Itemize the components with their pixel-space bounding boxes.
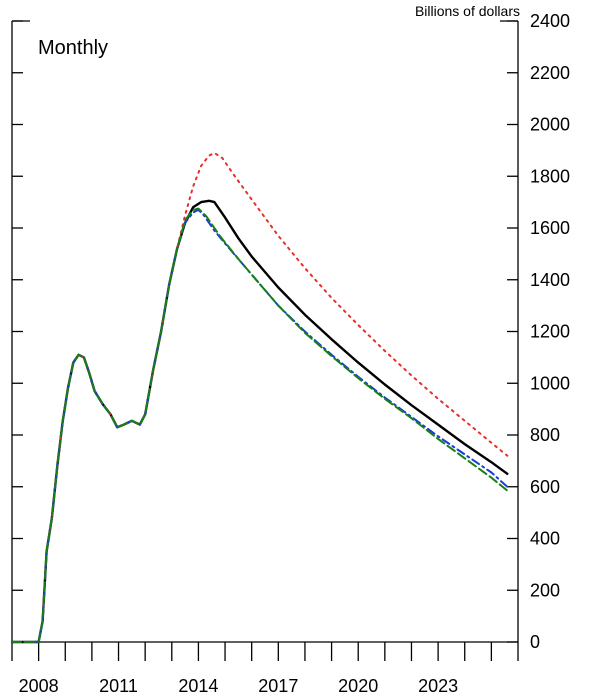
y-tick-label: 600 bbox=[530, 477, 560, 497]
units-label: Billions of dollars bbox=[415, 3, 520, 19]
plot-frame bbox=[11, 20, 519, 643]
x-tick-label: 2011 bbox=[99, 676, 138, 696]
y-tick-label: 2400 bbox=[530, 11, 570, 31]
y-tick-label: 400 bbox=[530, 529, 560, 549]
frequency-label: Monthly bbox=[38, 37, 108, 59]
y-tick-label: 1800 bbox=[530, 166, 570, 186]
y-tick-label: 800 bbox=[530, 425, 560, 445]
y-tick-label: 1600 bbox=[530, 218, 570, 238]
y-tick-label: 1200 bbox=[530, 322, 570, 342]
x-ticks: 2008 2011 2014 2017 2020 2023 bbox=[11, 642, 519, 696]
series-line bbox=[11, 152, 509, 643]
y-tick-label: 1400 bbox=[530, 270, 570, 290]
y-tick-label: 2000 bbox=[530, 115, 570, 135]
series-line bbox=[10, 199, 509, 644]
x-tick-label: 2008 bbox=[19, 676, 59, 696]
x-tick-label: 2023 bbox=[418, 676, 458, 696]
y-tick-label: 1000 bbox=[530, 373, 570, 393]
series-line bbox=[11, 207, 509, 643]
y-tick-label: 0 bbox=[530, 632, 540, 652]
x-tick-label: 2014 bbox=[178, 676, 218, 696]
series-line bbox=[11, 208, 509, 643]
y-tick-label: 200 bbox=[530, 580, 560, 600]
x-tick-label: 2020 bbox=[338, 676, 378, 696]
y-ticks: 0 200 400 600 800 1000 1200 1400 1600 1800 2000 220… bbox=[12, 11, 570, 652]
y-tick-label: 2200 bbox=[530, 63, 570, 83]
x-tick-label: 2017 bbox=[258, 676, 298, 696]
series-group bbox=[10, 152, 509, 644]
